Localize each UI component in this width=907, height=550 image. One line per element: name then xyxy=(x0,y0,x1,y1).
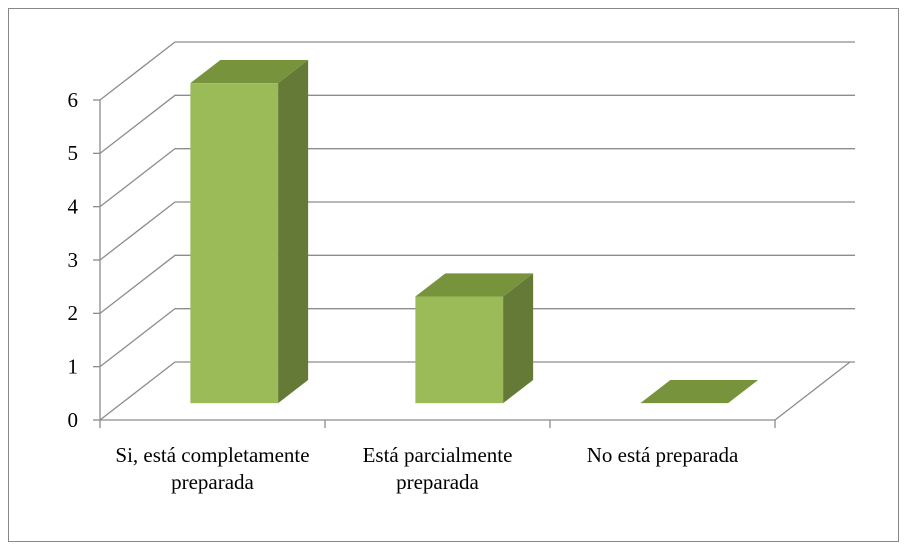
y-tick-label: 6 xyxy=(68,88,79,112)
bar-front xyxy=(190,83,279,404)
x-tick-label: Si, está completamente preparada xyxy=(115,443,310,494)
bar-top xyxy=(415,273,534,297)
grid-line xyxy=(99,308,855,368)
y-tick-label: 1 xyxy=(68,354,79,378)
grid-line xyxy=(99,148,855,208)
bar-side xyxy=(503,273,534,404)
grid-line xyxy=(99,201,855,261)
grid-line xyxy=(99,94,855,154)
bar-top xyxy=(190,59,309,84)
bar xyxy=(415,273,534,404)
grid-line xyxy=(99,361,855,421)
y-tick-label: 0 xyxy=(68,408,79,432)
x-tick-label: Está parcialmente preparada xyxy=(362,443,513,494)
y-tick-label: 4 xyxy=(68,194,79,218)
y-tick-label: 5 xyxy=(68,141,79,165)
bar-front xyxy=(415,296,504,404)
y-tick-label: 2 xyxy=(68,301,79,325)
grid-line xyxy=(99,254,855,314)
grid-line xyxy=(99,41,855,101)
bar xyxy=(640,379,759,404)
x-tick-label: No está preparada xyxy=(586,443,739,467)
bar-top xyxy=(640,379,759,404)
bar xyxy=(190,59,309,404)
y-tick-label: 3 xyxy=(68,248,79,272)
bar-side xyxy=(278,59,309,404)
